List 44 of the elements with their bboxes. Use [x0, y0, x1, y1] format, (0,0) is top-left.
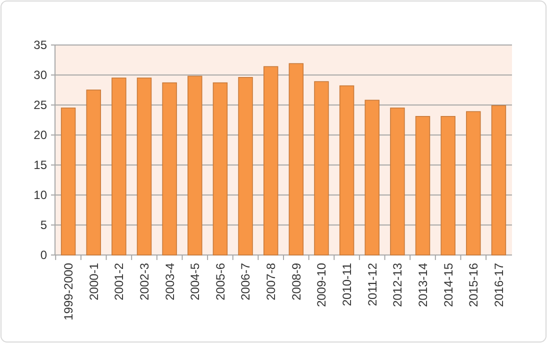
bar: [60, 108, 76, 256]
bar: [136, 78, 152, 256]
x-tick-label: 2003-4: [162, 262, 177, 300]
bar: [314, 81, 329, 256]
y-tick-label: 30: [34, 68, 48, 82]
y-tick-label: 15: [34, 158, 48, 172]
bar: [112, 78, 126, 256]
x-tick-label: 2011-12: [365, 262, 380, 306]
x-tick-label: 2005-6: [213, 262, 228, 300]
bar: [288, 63, 304, 256]
bar: [263, 66, 278, 256]
bar: [238, 77, 253, 256]
x-tick-label: 2000-1: [86, 262, 101, 300]
x-tick-label: 2013-14: [416, 262, 430, 308]
y-tick-label: 5: [40, 218, 48, 232]
bar: [212, 82, 228, 256]
bar: [364, 100, 380, 256]
y-tick-label: 35: [34, 38, 48, 52]
x-tick-label: 2016-17: [492, 262, 506, 308]
bar: [86, 90, 101, 256]
x-tick-label: 2007-8: [264, 262, 278, 300]
bar: [339, 85, 354, 256]
x-tick-label: 2009-10: [314, 262, 329, 308]
bar: [188, 76, 202, 256]
bar: [491, 105, 506, 256]
y-tick-label: 0: [40, 248, 48, 262]
x-tick-label: 2001-2: [112, 262, 126, 300]
bar: [440, 116, 456, 256]
x-tick-label: 1999-2000: [61, 262, 76, 320]
x-tick-label: 2012-13: [390, 262, 405, 308]
bar: [390, 108, 405, 256]
bar: [466, 111, 481, 256]
y-tick-label: 10: [34, 188, 48, 202]
y-tick-label: 25: [34, 98, 48, 112]
x-tick-label: 2015-16: [466, 262, 481, 308]
x-tick-label: 2014-15: [441, 262, 456, 308]
x-tick-label: 2004-5: [188, 262, 202, 300]
bar: [415, 116, 430, 256]
bar: [162, 82, 177, 256]
x-tick-label: 2008-9: [289, 262, 304, 300]
y-tick-label: 20: [34, 128, 48, 142]
x-tick-label: 2002-3: [137, 262, 152, 300]
x-tick-label: 2006-7: [238, 262, 253, 300]
x-tick-label: 2010-11: [340, 262, 354, 306]
